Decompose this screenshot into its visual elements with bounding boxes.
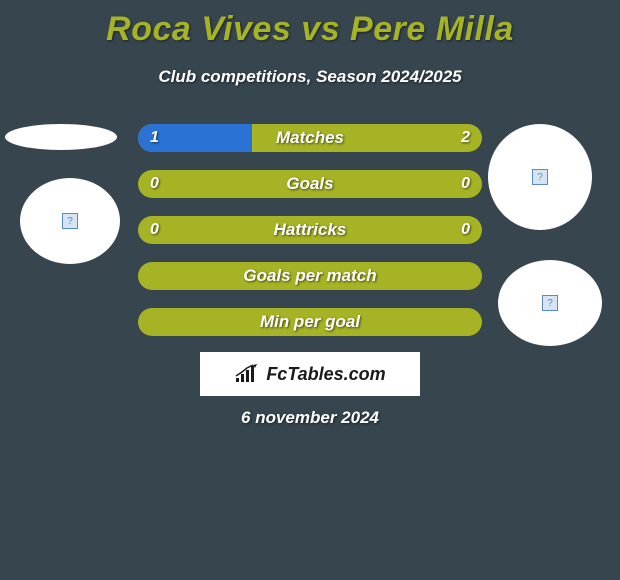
stat-left-value: 0 — [150, 221, 159, 239]
player-left-avatar: ? — [20, 178, 120, 264]
stat-label: Goals — [286, 174, 333, 194]
stat-label: Matches — [276, 128, 344, 148]
stat-label: Hattricks — [274, 220, 347, 240]
fctables-logo: FcTables.com — [200, 352, 420, 396]
image-placeholder-icon: ? — [62, 213, 78, 229]
image-placeholder-icon: ? — [532, 169, 548, 185]
stat-label: Min per goal — [260, 312, 360, 332]
stat-right-value: 0 — [461, 175, 470, 193]
stat-row: Goals per match — [138, 262, 482, 290]
stat-row: 0 Hattricks 0 — [138, 216, 482, 244]
stat-row: Min per goal — [138, 308, 482, 336]
player-right-avatar: ? — [488, 124, 592, 230]
stat-right-value: 2 — [461, 129, 470, 147]
bar-chart-icon — [234, 364, 262, 384]
page-title: Roca Vives vs Pere Milla — [0, 0, 620, 49]
stat-row: 1 Matches 2 — [138, 124, 482, 152]
stat-label: Goals per match — [243, 266, 376, 286]
stat-left-value: 1 — [150, 129, 159, 147]
stat-row: 0 Goals 0 — [138, 170, 482, 198]
date-text: 6 november 2024 — [0, 408, 620, 428]
logo-text: FcTables.com — [266, 364, 385, 385]
subtitle: Club competitions, Season 2024/2025 — [0, 67, 620, 87]
stat-right-value: 0 — [461, 221, 470, 239]
team-right-logo: ? — [498, 260, 602, 346]
player-left-shadow — [5, 124, 117, 150]
image-placeholder-icon: ? — [542, 295, 558, 311]
stat-left-value: 0 — [150, 175, 159, 193]
stats-bars: 1 Matches 2 0 Goals 0 0 Hattricks 0 Goals per mat… — [138, 124, 482, 354]
